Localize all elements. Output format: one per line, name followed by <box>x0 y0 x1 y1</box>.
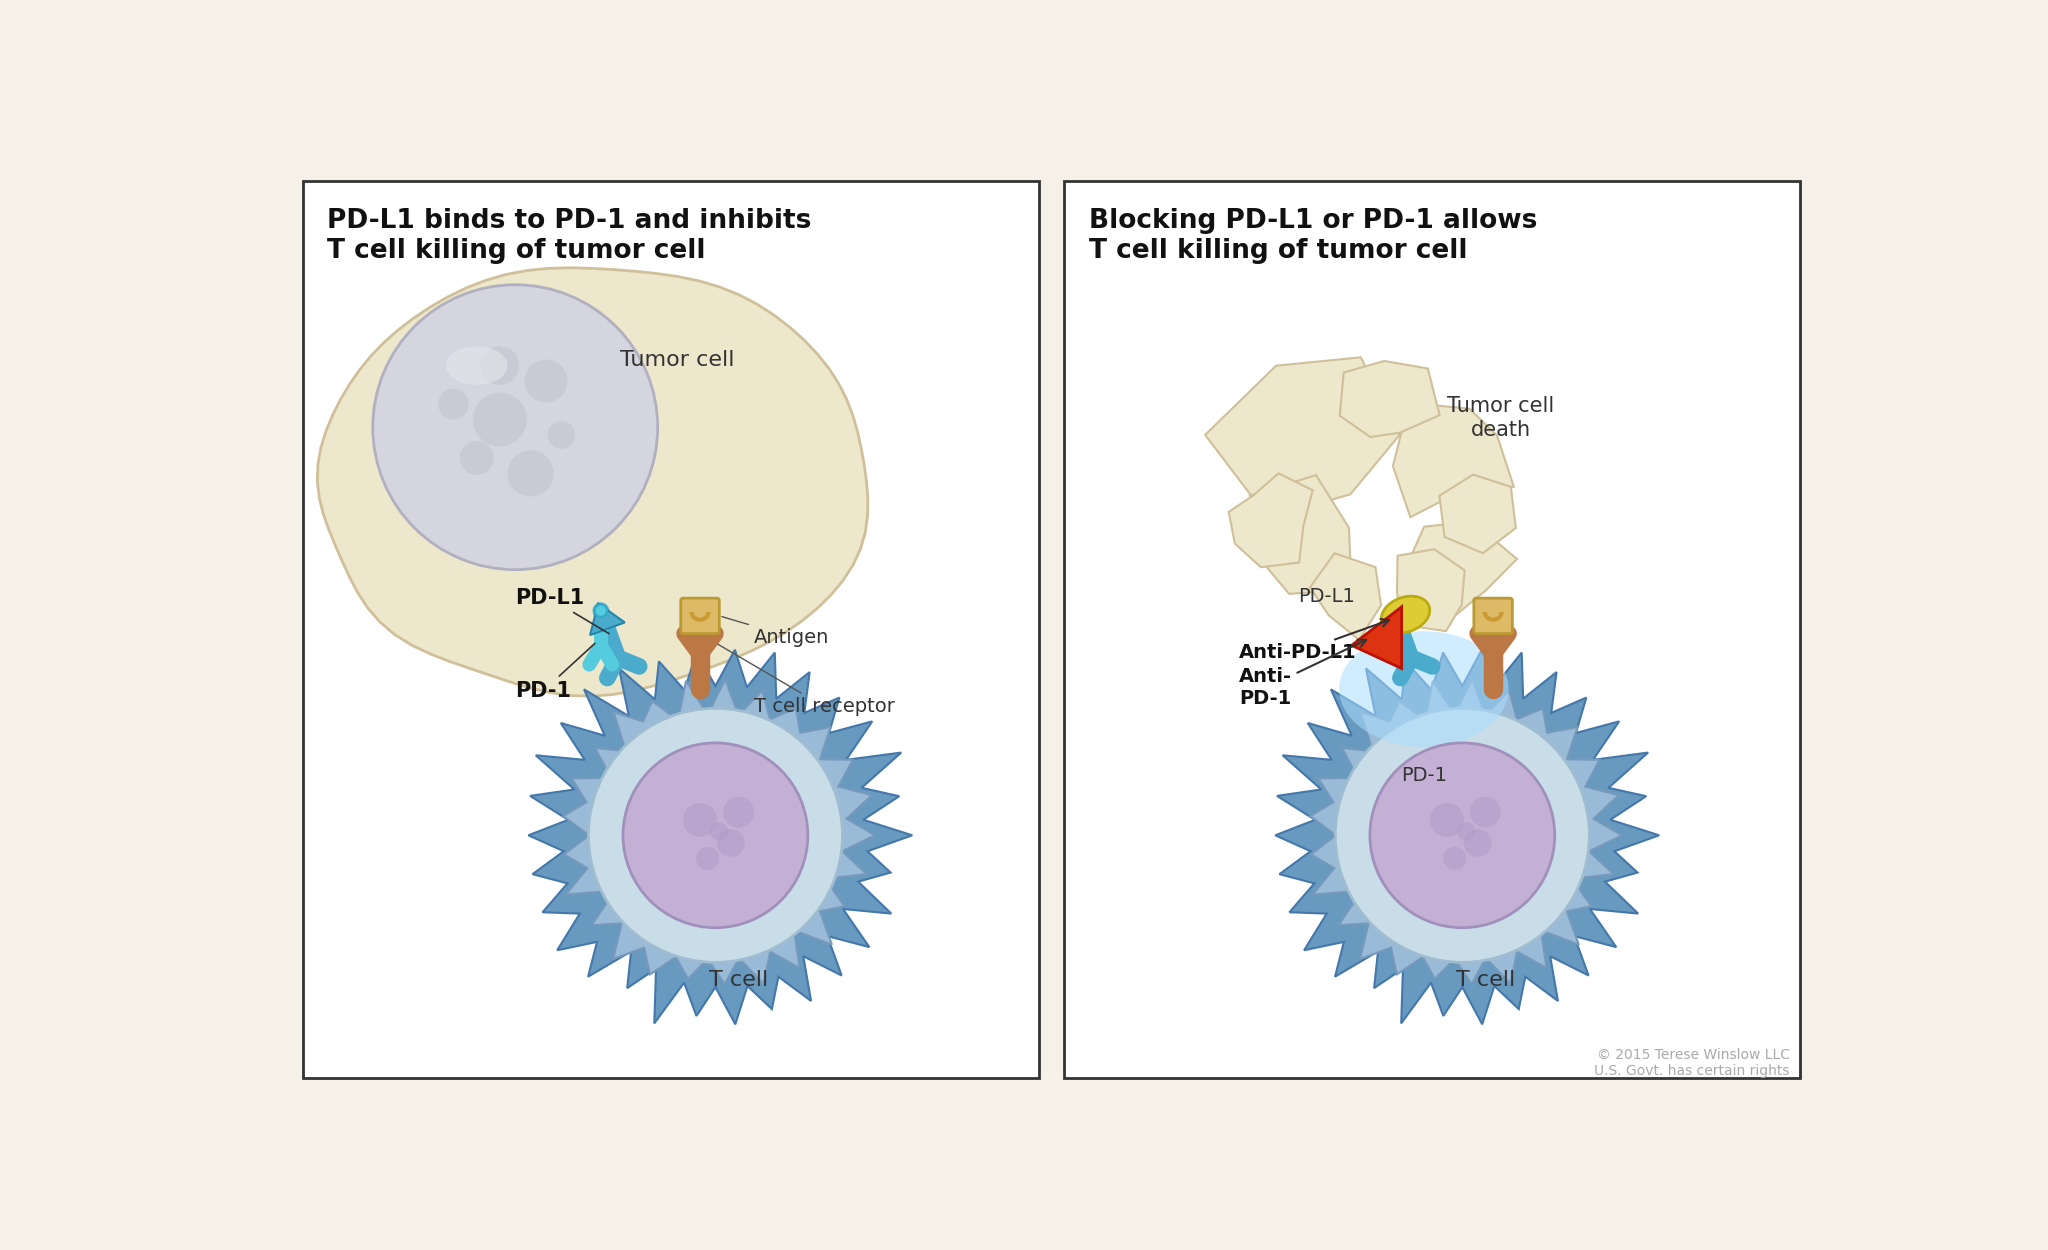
Circle shape <box>1335 709 1589 962</box>
Polygon shape <box>1311 554 1380 640</box>
Polygon shape <box>1249 475 1352 594</box>
Circle shape <box>717 829 745 856</box>
Text: Blocking PD-L1 or PD-1 allows
T cell killing of tumor cell: Blocking PD-L1 or PD-1 allows T cell kil… <box>1090 208 1538 264</box>
Circle shape <box>524 360 567 403</box>
Polygon shape <box>1393 405 1513 518</box>
Polygon shape <box>563 680 874 984</box>
Circle shape <box>1444 846 1466 870</box>
Circle shape <box>373 285 657 570</box>
Text: Antigen: Antigen <box>723 616 829 646</box>
Text: Anti-
PD-1: Anti- PD-1 <box>1239 640 1366 709</box>
Circle shape <box>547 421 575 449</box>
Circle shape <box>508 450 553 496</box>
Circle shape <box>438 389 469 420</box>
Text: T cell: T cell <box>1456 970 1516 990</box>
Circle shape <box>1470 796 1501 828</box>
Text: PD-L1 binds to PD-1 and inhibits
T cell killing of tumor cell: PD-L1 binds to PD-1 and inhibits T cell … <box>326 208 811 264</box>
Circle shape <box>1464 829 1491 856</box>
Polygon shape <box>1382 604 1417 635</box>
Circle shape <box>623 742 807 928</box>
Circle shape <box>1370 742 1554 928</box>
Text: Tumor cell
death: Tumor cell death <box>1448 396 1554 440</box>
Ellipse shape <box>1380 596 1430 632</box>
Polygon shape <box>1311 680 1622 984</box>
Text: PD-1: PD-1 <box>516 644 594 701</box>
Circle shape <box>588 709 842 962</box>
Polygon shape <box>1440 475 1516 554</box>
Text: T cell: T cell <box>709 970 768 990</box>
FancyBboxPatch shape <box>1475 599 1511 634</box>
Bar <box>303 181 1038 1078</box>
Polygon shape <box>590 604 625 635</box>
Circle shape <box>696 846 719 870</box>
Circle shape <box>481 346 518 385</box>
Ellipse shape <box>446 346 508 385</box>
Polygon shape <box>1411 524 1518 616</box>
Text: PD-1: PD-1 <box>1401 766 1446 785</box>
Polygon shape <box>1397 549 1464 631</box>
Text: T cell receptor: T cell receptor <box>717 644 895 716</box>
Polygon shape <box>1339 361 1440 438</box>
Text: PD-L1: PD-L1 <box>1298 588 1354 606</box>
Ellipse shape <box>1339 631 1509 746</box>
Text: PD-L1: PD-L1 <box>516 589 608 634</box>
Text: © 2015 Terese Winslow LLC
U.S. Govt. has certain rights: © 2015 Terese Winslow LLC U.S. Govt. has… <box>1593 1048 1790 1078</box>
Circle shape <box>723 796 754 828</box>
Polygon shape <box>528 650 911 1024</box>
Circle shape <box>1430 802 1464 836</box>
Text: Tumor cell: Tumor cell <box>621 350 733 370</box>
FancyBboxPatch shape <box>680 599 719 634</box>
Polygon shape <box>1229 474 1313 568</box>
Circle shape <box>711 822 729 841</box>
Circle shape <box>1456 822 1475 841</box>
Text: Anti-PD-L1: Anti-PD-L1 <box>1239 619 1389 662</box>
Circle shape <box>594 605 606 616</box>
Polygon shape <box>1276 650 1659 1024</box>
Polygon shape <box>1204 357 1399 518</box>
Bar <box>1065 181 1800 1078</box>
Circle shape <box>461 441 494 475</box>
Polygon shape <box>1352 606 1401 669</box>
Circle shape <box>473 392 526 446</box>
Circle shape <box>684 802 717 836</box>
Polygon shape <box>317 268 868 696</box>
